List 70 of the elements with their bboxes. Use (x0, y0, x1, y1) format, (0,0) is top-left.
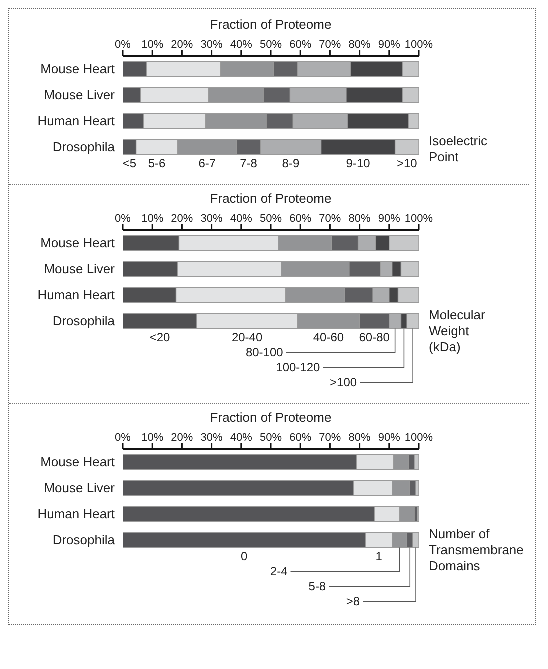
y-tick-label: Mouse Liver (44, 262, 116, 277)
series-label: 8-9 (282, 156, 300, 171)
x-tick-label: 80% (348, 39, 372, 51)
x-axis-title: Fraction of Proteome (209, 17, 333, 32)
x-axis-title: Fraction of Proteome (209, 191, 333, 206)
x-tick-label: 70% (319, 39, 342, 51)
x-tick-label: 80% (348, 432, 372, 444)
text: >8 (346, 594, 360, 609)
series-label: 0 (241, 550, 248, 564)
x-tick-label: 50% (260, 432, 282, 444)
x-tick-label: 30% (200, 213, 224, 225)
text: Isoelectric Point (429, 134, 488, 165)
x-tick-label: 60% (290, 213, 312, 225)
x-tick-label: 0% (115, 39, 132, 51)
y-tick-label: Mouse Heart (40, 62, 116, 77)
x-tick-label: 40% (230, 39, 253, 51)
y-tick-label: Drosophila (52, 314, 116, 329)
text: 2-4 (270, 564, 288, 579)
y-tick-label: Human Heart (38, 288, 116, 303)
series-label: 9-10 (346, 156, 371, 171)
x-tick-label: 90% (378, 213, 401, 225)
series-label: <20 (150, 330, 170, 345)
series-label: 1 (376, 550, 383, 564)
x-tick-label: 80% (348, 213, 372, 225)
text: >100 (330, 376, 358, 390)
series-label: 7-8 (240, 156, 258, 171)
x-tick-label: 90% (378, 39, 401, 51)
x-tick-label: 100% (404, 39, 434, 51)
x-tick-label: 70% (319, 432, 342, 444)
y-tick-label: Human Heart (38, 114, 116, 129)
series-label: <5 (122, 156, 137, 171)
x-tick-label: 90% (378, 432, 401, 444)
series-label: 20-40 (232, 330, 263, 345)
x-tick-label: 10% (142, 432, 164, 444)
series-label: 60-80 (359, 330, 390, 345)
x-tick-label: 20% (171, 432, 194, 444)
x-tick-label: 60% (290, 39, 312, 51)
x-tick-label: 20% (171, 39, 194, 51)
series-label: 40-60 (313, 330, 344, 345)
y-tick-label: Drosophila (52, 140, 116, 155)
y-tick-label: Human Heart (38, 506, 116, 522)
x-tick-label: 30% (200, 39, 224, 51)
series-label: 6-7 (198, 156, 216, 171)
x-tick-label: 0% (115, 432, 132, 444)
x-tick-label: 30% (200, 432, 224, 444)
x-axis-title: Fraction of Proteome (209, 410, 333, 425)
x-tick-label: 20% (171, 213, 194, 225)
series-label: 5-6 (148, 156, 166, 171)
x-tick-label: 40% (230, 432, 253, 444)
x-tick-label: 0% (115, 213, 132, 225)
text: 5-8 (308, 580, 326, 594)
y-tick-label: Mouse Heart (40, 236, 116, 251)
text: 100-120 (276, 360, 321, 375)
x-tick-label: 60% (290, 432, 312, 444)
text: Molecular Weight (kDa) (429, 308, 486, 355)
x-tick-label: 10% (142, 213, 164, 225)
text: 80-100 (246, 346, 284, 360)
x-tick-label: 100% (404, 432, 434, 444)
y-tick-label: Mouse Liver (44, 480, 116, 496)
series-label: >10 (396, 156, 418, 171)
y-tick-label: Mouse Liver (44, 88, 116, 103)
x-tick-label: 100% (404, 213, 434, 225)
x-tick-label: 50% (260, 213, 282, 225)
x-tick-label: 10% (142, 39, 164, 51)
x-tick-label: 70% (319, 213, 342, 225)
x-tick-label: 40% (230, 213, 253, 225)
x-tick-label: 50% (260, 39, 282, 51)
y-tick-label: Mouse Heart (40, 454, 116, 470)
text: Number of Transmembrane Domains (429, 526, 524, 574)
y-tick-label: Drosophila (52, 532, 116, 548)
